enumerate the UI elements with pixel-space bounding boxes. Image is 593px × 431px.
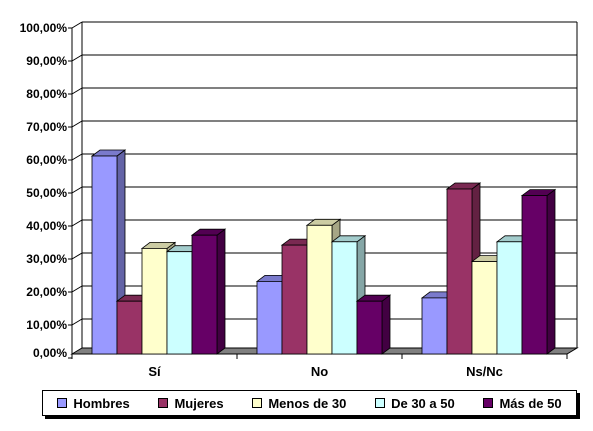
legend-item: De 30 a 50 xyxy=(375,396,455,411)
gridline-depth xyxy=(71,54,83,62)
gridline-depth xyxy=(71,21,83,29)
bar-front xyxy=(116,300,143,355)
category-labels: Sí No Ns/Nc xyxy=(148,364,503,379)
legend-label: Menos de 30 xyxy=(268,395,347,411)
y-tick-label: 80,00% xyxy=(26,87,67,101)
bar-front xyxy=(421,297,448,355)
bar-front xyxy=(446,188,473,355)
gridline-depth xyxy=(71,219,83,227)
bars xyxy=(90,149,557,355)
category-label: Ns/Nc xyxy=(466,364,503,379)
y-tick-label: 100,00% xyxy=(20,21,68,35)
bar-front xyxy=(256,280,283,355)
gridline-depth xyxy=(71,153,83,161)
bar-front xyxy=(281,244,308,355)
bar-front xyxy=(191,234,218,355)
legend: Hombres Mujeres Menos de 30 De 30 a 50 Más d… xyxy=(42,390,577,416)
legend-swatch xyxy=(158,398,169,408)
legend-label: De 30 a 50 xyxy=(391,395,455,411)
legend-item: Más de 50 xyxy=(483,395,562,411)
gridline-depth xyxy=(71,318,83,326)
legend-label: Más de 50 xyxy=(499,395,562,411)
y-tick-label: 50,00% xyxy=(26,186,67,200)
y-tick-label: 30,00% xyxy=(26,252,67,266)
bar-front xyxy=(496,241,523,355)
y-tick-label: 40,00% xyxy=(26,219,67,233)
gridline-depth xyxy=(71,87,83,95)
bar-front xyxy=(471,261,498,355)
bar-side xyxy=(216,228,226,355)
gridline-depth xyxy=(71,120,83,128)
gridline-depth xyxy=(71,285,83,293)
legend-item: Menos de 30 xyxy=(252,396,346,411)
bar xyxy=(355,294,392,355)
legend-swatch xyxy=(57,398,68,408)
legend-swatch xyxy=(252,398,263,408)
legend-swatch xyxy=(483,398,494,408)
legend-label: Hombres xyxy=(73,395,130,411)
bar xyxy=(520,188,557,355)
legend-item: Mujeres xyxy=(158,395,224,411)
y-tick-label: 0,00% xyxy=(33,346,67,360)
y-tick-label: 10,00% xyxy=(26,318,67,332)
category-label: No xyxy=(311,364,328,379)
y-tick-label: 20,00% xyxy=(26,285,67,299)
y-tick-label: 90,00% xyxy=(26,54,67,68)
bar-front xyxy=(141,247,168,355)
legend-item: Hombres xyxy=(57,395,130,411)
bar-front xyxy=(166,251,193,355)
bar-front xyxy=(356,300,383,355)
bar-front xyxy=(91,155,118,355)
bar-front xyxy=(331,241,358,355)
y-tick-label: 60,00% xyxy=(26,153,67,167)
legend-swatch xyxy=(375,398,386,408)
bar-side xyxy=(546,188,556,355)
bar xyxy=(445,182,482,355)
bar-front xyxy=(306,224,333,355)
category-label: Sí xyxy=(148,364,161,379)
gridline-depth xyxy=(71,252,83,260)
y-tick-labels: 0,00% 10,00% 20,00% 30,00% 40,00% 50,00% 60,00… xyxy=(20,21,68,360)
bar-side xyxy=(381,294,391,355)
bar xyxy=(190,228,227,355)
y-tick-label: 70,00% xyxy=(26,120,67,134)
legend-label: Mujeres xyxy=(174,395,224,411)
gridline-depth xyxy=(71,186,83,194)
bar-front xyxy=(521,195,548,355)
